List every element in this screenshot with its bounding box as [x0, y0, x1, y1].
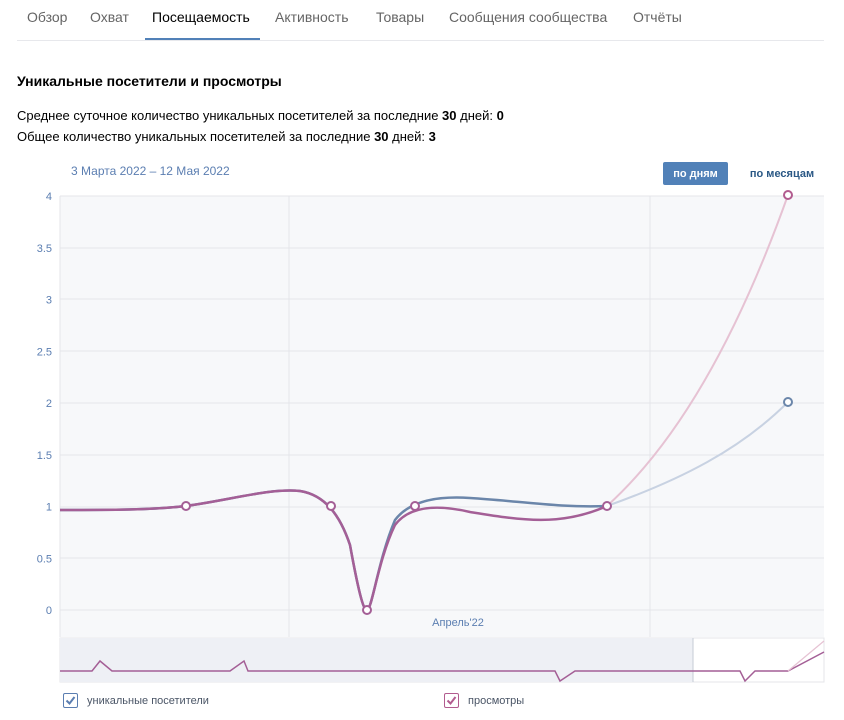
- by-months-button[interactable]: по месяцам: [749, 167, 815, 180]
- tab-overview[interactable]: Обзор: [27, 9, 68, 25]
- legend-visitors-label: уникальные посетители: [87, 694, 209, 707]
- y-tick-label: 3.5: [37, 243, 52, 255]
- tab-goods[interactable]: Товары: [376, 9, 425, 25]
- avg-visitors-days: 30: [442, 108, 457, 123]
- check-icon: [446, 696, 457, 706]
- data-point[interactable]: [602, 501, 612, 511]
- total-visitors-mid: дней:: [388, 129, 429, 144]
- y-tick-label: 1: [46, 502, 52, 514]
- data-point[interactable]: [326, 501, 336, 511]
- data-point[interactable]: [181, 501, 191, 511]
- tab-activity[interactable]: Активность: [275, 9, 349, 25]
- navigator-forecast-line: [787, 640, 825, 672]
- avg-visitors-prefix: Среднее суточное количество уникальных п…: [17, 108, 443, 123]
- y-tick-label: 1.5: [37, 450, 52, 462]
- total-visitors-line: Общее количество уникальных посетителей …: [17, 129, 436, 144]
- tab-attendance[interactable]: Посещаемость: [152, 9, 250, 25]
- y-tick-label: 2.5: [37, 346, 52, 358]
- total-visitors-days: 30: [374, 129, 389, 144]
- total-visitors-prefix: Общее количество уникальных посетителей …: [17, 129, 375, 144]
- tab-reach[interactable]: Охват: [90, 9, 129, 25]
- views-checkbox[interactable]: [444, 693, 459, 708]
- data-point[interactable]: [362, 605, 372, 615]
- y-tick-label: 0.5: [37, 553, 52, 565]
- views-series-forecast: [606, 194, 789, 507]
- y-tick-label: 0: [46, 605, 52, 617]
- visitors-series-forecast: [606, 401, 789, 507]
- y-tick-label: 3: [46, 295, 52, 307]
- legend-views-label: просмотры: [468, 694, 525, 707]
- avg-visitors-value: 0: [496, 108, 504, 123]
- x-tick-label: Апрель'22: [432, 617, 484, 629]
- active-tab-indicator: [145, 38, 260, 40]
- tab-community-messages[interactable]: Сообщения сообщества: [449, 9, 608, 25]
- avg-visitors-mid: дней:: [456, 108, 497, 123]
- avg-visitors-line: Среднее суточное количество уникальных п…: [17, 108, 504, 123]
- navigator-selection[interactable]: [60, 638, 693, 682]
- tab-bar: Обзор Охват Посещаемость Активность Това…: [17, 0, 824, 41]
- section-title: Уникальные посетители и просмотры: [17, 73, 282, 89]
- y-tick-label: 2: [46, 398, 52, 410]
- by-days-button[interactable]: по дням: [663, 162, 728, 185]
- total-visitors-value: 3: [428, 129, 436, 144]
- check-icon: [65, 696, 76, 706]
- data-point[interactable]: [410, 501, 420, 511]
- views-last-point[interactable]: [783, 190, 793, 200]
- chart-plot-area: [60, 196, 824, 637]
- legend-views[interactable]: просмотры: [444, 693, 524, 708]
- y-tick-label: 4: [46, 191, 52, 203]
- legend-visitors[interactable]: уникальные посетители: [63, 693, 209, 708]
- navigator-views-line: [60, 651, 825, 683]
- tab-reports[interactable]: Отчёты: [633, 9, 682, 25]
- date-range[interactable]: 3 Марта 2022 – 12 Мая 2022: [71, 164, 230, 178]
- visitors-last-point[interactable]: [783, 397, 793, 407]
- visitors-checkbox[interactable]: [63, 693, 78, 708]
